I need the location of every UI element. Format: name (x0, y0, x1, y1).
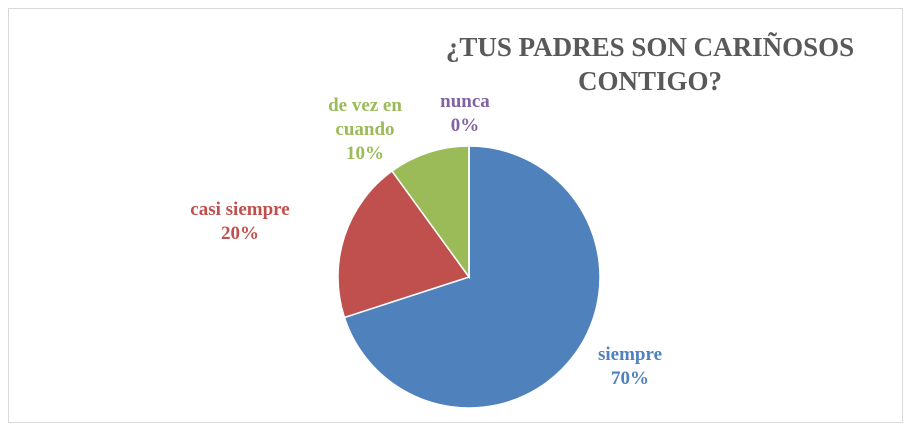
data-label: nunca 0% (420, 90, 510, 138)
pie-slice (343, 145, 601, 409)
category-label: siempre (597, 344, 663, 365)
data-label: de vez en cuando 10% (320, 94, 410, 166)
value-label: 70% (611, 368, 649, 389)
value-label: 10% (346, 143, 384, 164)
data-label: casi siempre 20% (175, 198, 305, 246)
pie-slice (390, 145, 470, 280)
category-label: casi siempre (190, 199, 290, 220)
chart-border (8, 8, 903, 423)
pie-slice (337, 169, 471, 319)
value-label: 0% (450, 115, 480, 136)
data-label: siempre 70% (585, 343, 675, 391)
value-label: 20% (221, 223, 259, 244)
chart-title: ¿TUS PADRES SON CARIÑOSOS CONTIGO? (445, 32, 855, 96)
category-label: nunca (440, 91, 490, 112)
category-label: de vez en cuando (328, 95, 402, 140)
